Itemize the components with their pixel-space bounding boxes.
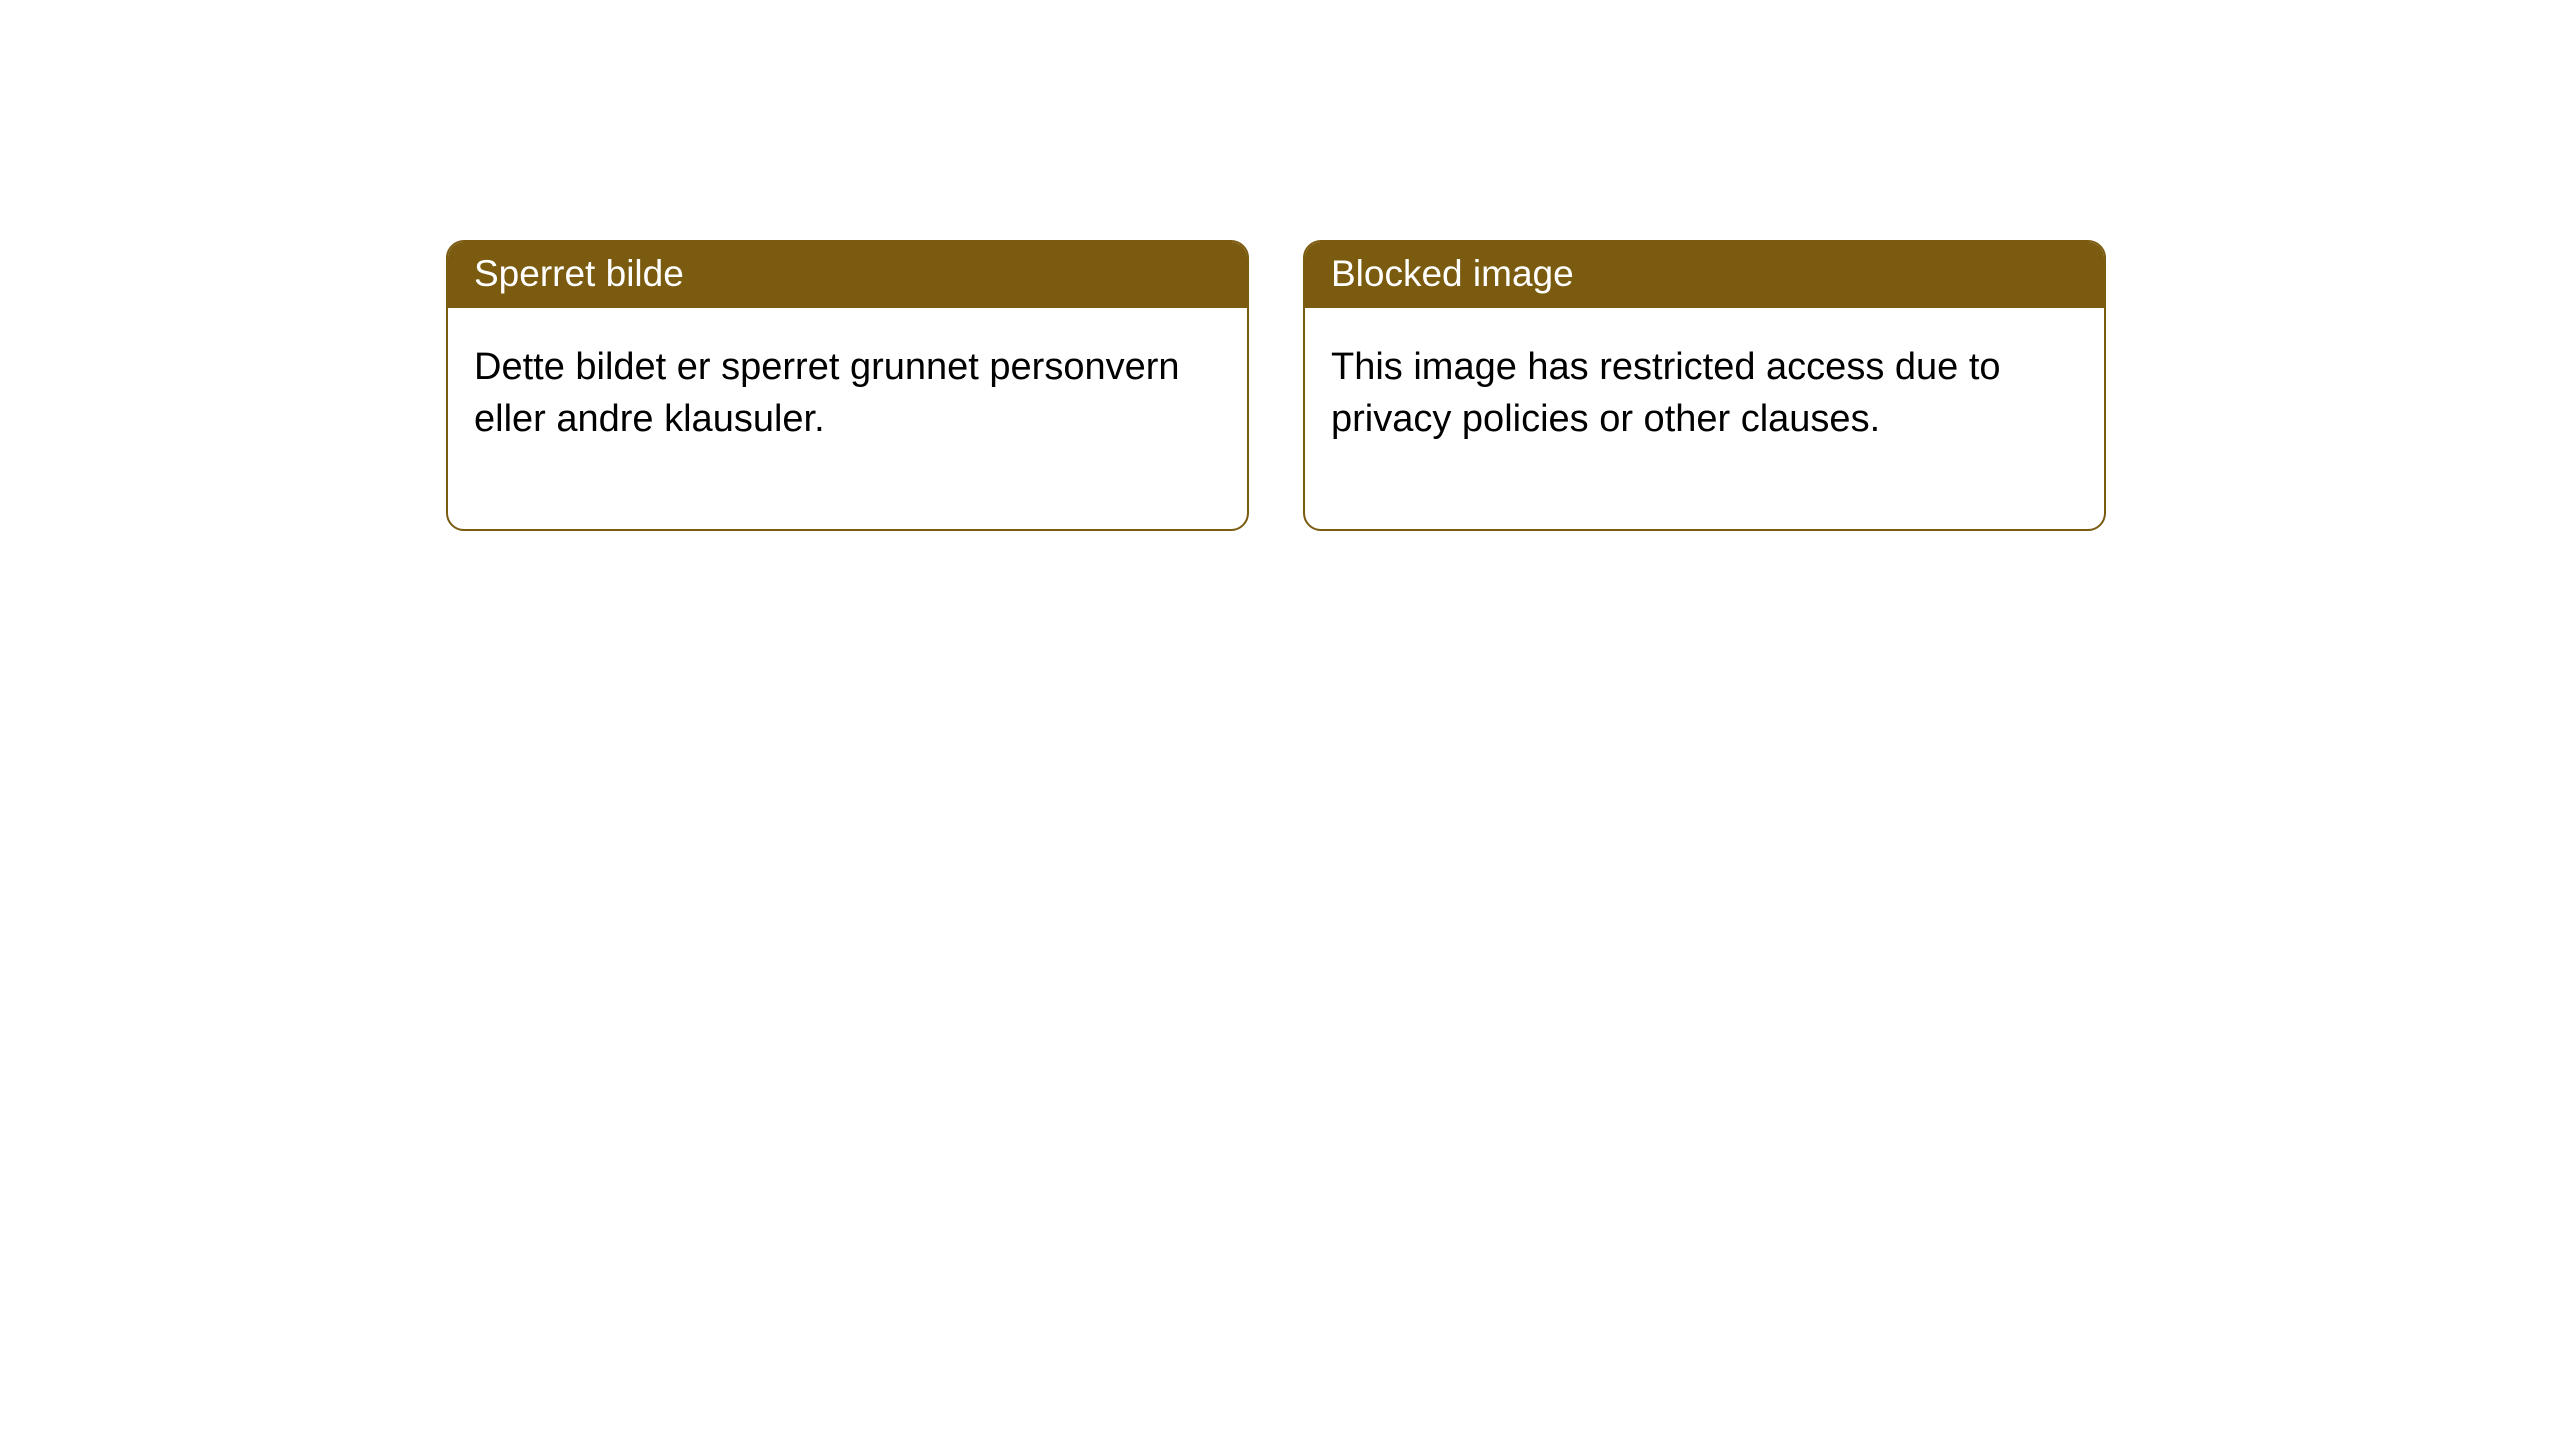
notices-row: Sperret bilde Dette bildet er sperret gr… xyxy=(0,0,2560,531)
notice-norwegian-title: Sperret bilde xyxy=(448,242,1247,308)
notice-english-body: This image has restricted access due to … xyxy=(1305,308,2104,529)
notice-norwegian: Sperret bilde Dette bildet er sperret gr… xyxy=(446,240,1249,531)
notice-norwegian-body: Dette bildet er sperret grunnet personve… xyxy=(448,308,1247,529)
notice-english: Blocked image This image has restricted … xyxy=(1303,240,2106,531)
notice-english-title: Blocked image xyxy=(1305,242,2104,308)
